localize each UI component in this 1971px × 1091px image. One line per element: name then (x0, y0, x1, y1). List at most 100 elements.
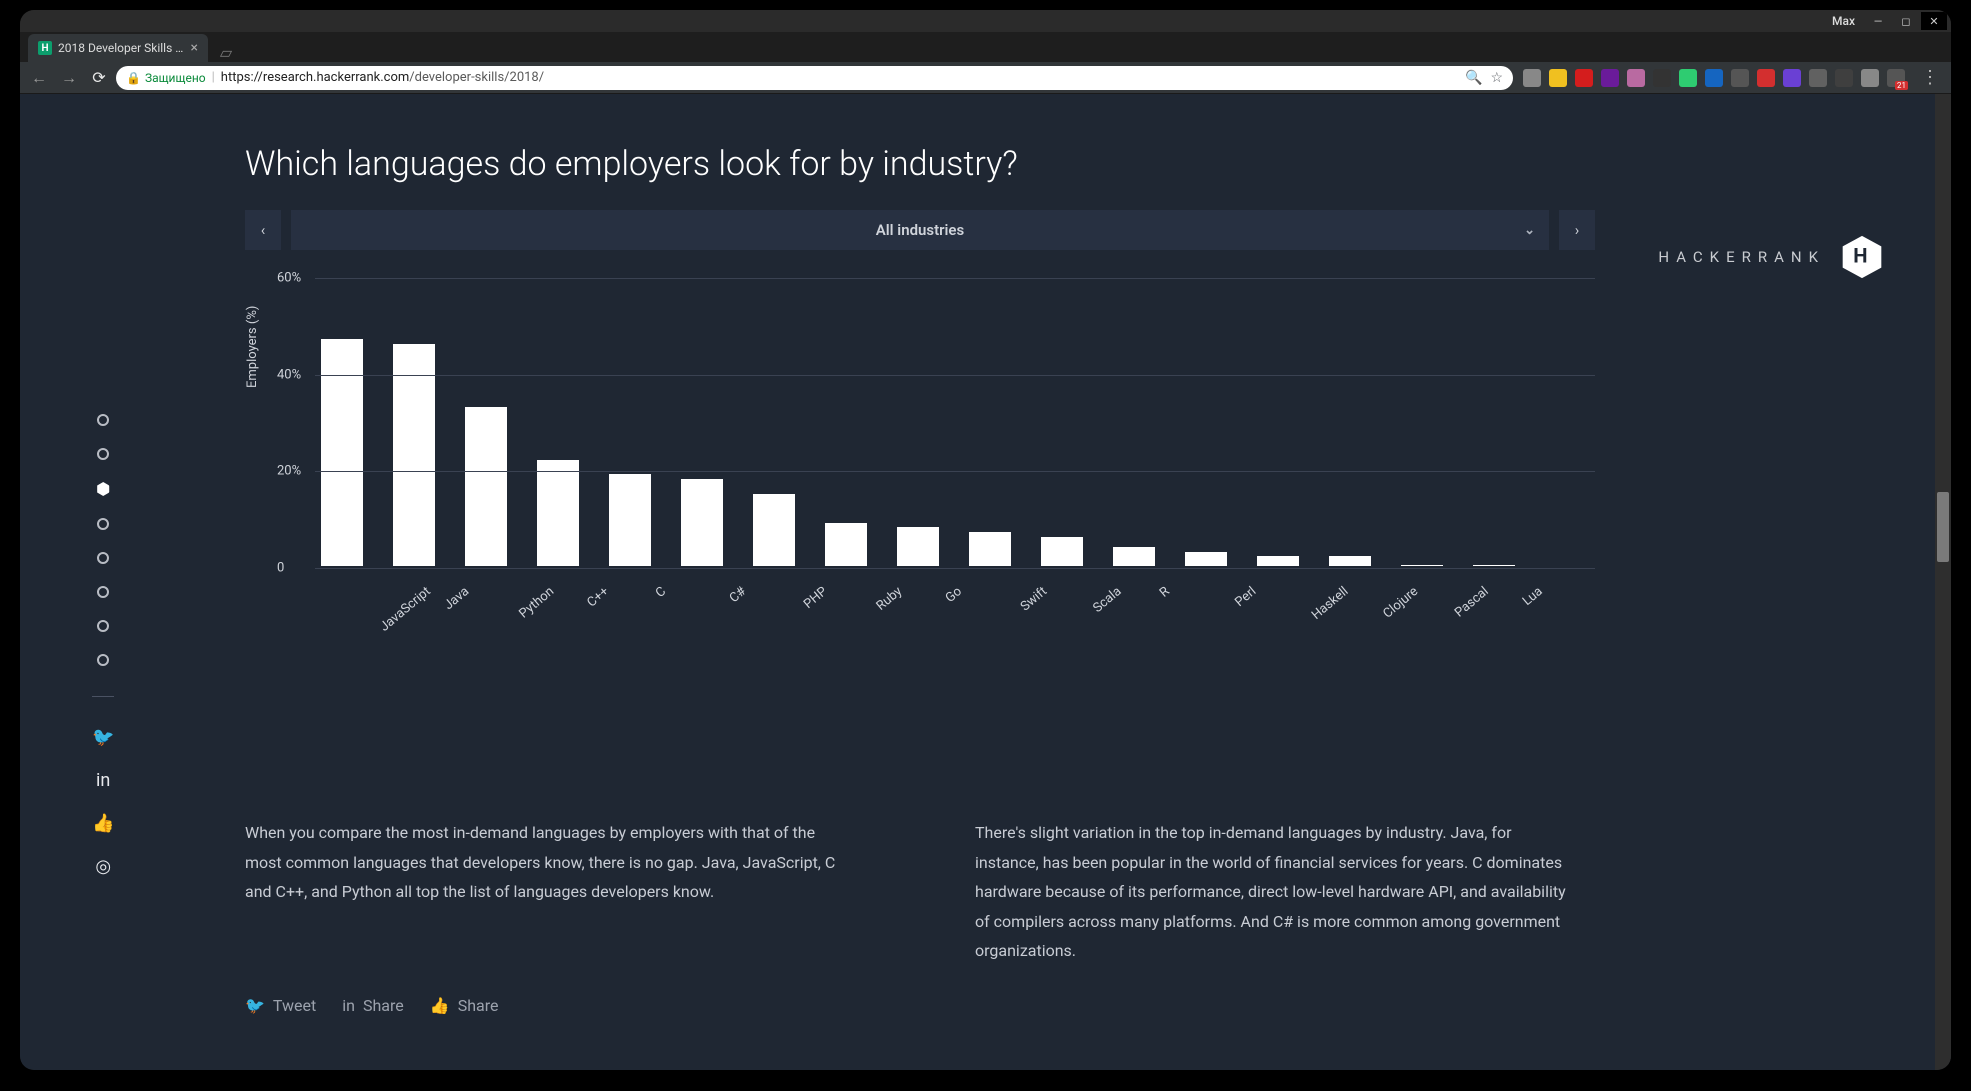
browser-tab[interactable]: H 2018 Developer Skills Re × (28, 34, 208, 62)
page-content: Which languages do employers look for by… (20, 94, 1935, 1070)
zoom-icon[interactable]: 🔍 (1465, 70, 1482, 86)
extension-icon[interactable] (1757, 69, 1775, 87)
share-linkedin[interactable]: in Share (342, 996, 404, 1015)
description-right: There's slight variation in the top in-d… (975, 818, 1575, 966)
extension-icon[interactable] (1731, 69, 1749, 87)
close-button[interactable]: ✕ (1921, 12, 1947, 30)
chart-ytick: 20% (277, 464, 301, 479)
extension-icon[interactable] (1783, 69, 1801, 87)
section-nav-dot[interactable] (97, 654, 109, 666)
filter-prev-button[interactable]: ‹ (245, 210, 281, 250)
chart-bar[interactable] (1401, 565, 1443, 566)
section-nav-dot[interactable] (97, 620, 109, 632)
svg-text:H: H (1853, 244, 1871, 268)
browser-window: Max — ◻ ✕ H 2018 Developer Skills Re × ▱… (20, 10, 1951, 1070)
extension-icon[interactable] (1575, 69, 1593, 87)
thumbs-up-icon[interactable]: 👍 (92, 813, 114, 834)
extension-icon[interactable] (1679, 69, 1697, 87)
chart-bar[interactable] (1185, 552, 1227, 567)
twitter-icon[interactable]: 🐦 (92, 727, 114, 748)
chart-bar[interactable] (1329, 556, 1371, 566)
chart-bar[interactable] (465, 407, 507, 567)
rail-separator (92, 696, 114, 697)
share-tweet[interactable]: 🐦 Tweet (245, 996, 316, 1015)
back-button[interactable]: ← (26, 66, 52, 90)
chart-bar[interactable] (969, 532, 1011, 566)
chart-ylabel: Employers (%) (245, 306, 260, 388)
brand-logo: HACKERRANK H (1658, 234, 1885, 280)
address-bar[interactable]: 🔒 Защищено | https://research.hackerrank… (116, 66, 1513, 90)
chart-bar[interactable] (1041, 537, 1083, 566)
brand-text: HACKERRANK (1658, 248, 1825, 266)
chart-xlabel: Lua (1520, 584, 1546, 609)
thumbs-up-icon: 👍 (430, 996, 450, 1015)
page-viewport: Which languages do employers look for by… (20, 94, 1951, 1070)
chart-gridline (315, 278, 1595, 279)
extension-icon[interactable] (1861, 69, 1879, 87)
extension-icon[interactable] (1601, 69, 1619, 87)
industry-dropdown[interactable]: All industries ⌄ (291, 210, 1549, 250)
chart-xlabel: C# (727, 584, 749, 606)
extension-icon[interactable] (1627, 69, 1645, 87)
chart-xlabel: R (1157, 584, 1173, 601)
section-nav-dot[interactable] (97, 448, 109, 460)
forward-button[interactable]: → (56, 66, 82, 90)
industry-filter: ‹ All industries ⌄ › (245, 210, 1595, 250)
extension-icon[interactable] (1549, 69, 1567, 87)
share-linkedin-label: Share (363, 996, 404, 1015)
url-host: https://research.hackerrank.com (221, 70, 410, 85)
section-nav-dot[interactable] (97, 414, 109, 426)
chart-bar[interactable] (609, 474, 651, 566)
url-separator: | (212, 70, 215, 85)
chart-bar[interactable] (1473, 565, 1515, 566)
linkedin-icon[interactable]: in (96, 770, 110, 791)
maximize-button[interactable]: ◻ (1893, 12, 1919, 30)
section-nav-dot[interactable] (97, 552, 109, 564)
podcast-icon[interactable]: ◎ (95, 856, 111, 877)
chart-bar[interactable] (537, 460, 579, 566)
chart-xlabel: Java (441, 584, 472, 613)
chart-bar[interactable] (393, 344, 435, 566)
description-left: When you compare the most in-demand lang… (245, 818, 845, 966)
section-nav-dot[interactable] (96, 482, 110, 496)
share-like[interactable]: 👍 Share (430, 996, 499, 1015)
bookmark-star-icon[interactable]: ☆ (1490, 70, 1503, 86)
chart-bar[interactable] (753, 494, 795, 567)
chart-bar[interactable] (825, 523, 867, 567)
extension-icon[interactable] (1809, 69, 1827, 87)
scrollbar[interactable] (1935, 94, 1951, 1070)
extension-icon[interactable] (1653, 69, 1671, 87)
extension-badge: 21 (1895, 81, 1908, 90)
reload-button[interactable]: ⟳ (86, 66, 112, 90)
chart-bar[interactable] (1257, 556, 1299, 566)
secure-badge: 🔒 Защищено (126, 71, 206, 85)
extension-icon[interactable] (1523, 69, 1541, 87)
chart-bar[interactable] (1113, 547, 1155, 566)
browser-toolbar: ← → ⟳ 🔒 Защищено | https://research.hack… (20, 62, 1951, 94)
chart-xlabel: JavaScript (377, 584, 433, 635)
scrollbar-thumb[interactable] (1937, 492, 1949, 562)
chart-bar[interactable] (681, 479, 723, 566)
lock-icon: 🔒 (126, 71, 141, 85)
chart-ytick: 40% (277, 367, 301, 382)
extension-icon[interactable] (1705, 69, 1723, 87)
chart-xlabel: Pascal (1452, 584, 1491, 621)
chart-bar[interactable] (897, 527, 939, 566)
filter-next-button[interactable]: › (1559, 210, 1595, 250)
extension-icon[interactable] (1835, 69, 1853, 87)
minimize-button[interactable]: — (1865, 12, 1891, 30)
url-path: /developer-skills/2018/ (409, 70, 544, 85)
description-columns: When you compare the most in-demand lang… (245, 818, 1585, 966)
chart-xlabel: PHP (801, 584, 830, 612)
section-nav-dot[interactable] (97, 518, 109, 530)
tab-favicon: H (38, 41, 52, 55)
chart-ytick: 0 (277, 561, 284, 576)
extension-icon[interactable]: 21 (1887, 69, 1905, 87)
tab-close-icon[interactable]: × (191, 40, 198, 56)
browser-menu-icon[interactable]: ⋮ (1915, 67, 1945, 88)
page-title: Which languages do employers look for by… (245, 144, 1935, 184)
section-nav-dot[interactable] (97, 586, 109, 598)
new-tab-button[interactable]: ▱ (214, 42, 238, 62)
chart-bar[interactable] (321, 339, 363, 566)
industry-dropdown-label: All industries (876, 221, 964, 239)
